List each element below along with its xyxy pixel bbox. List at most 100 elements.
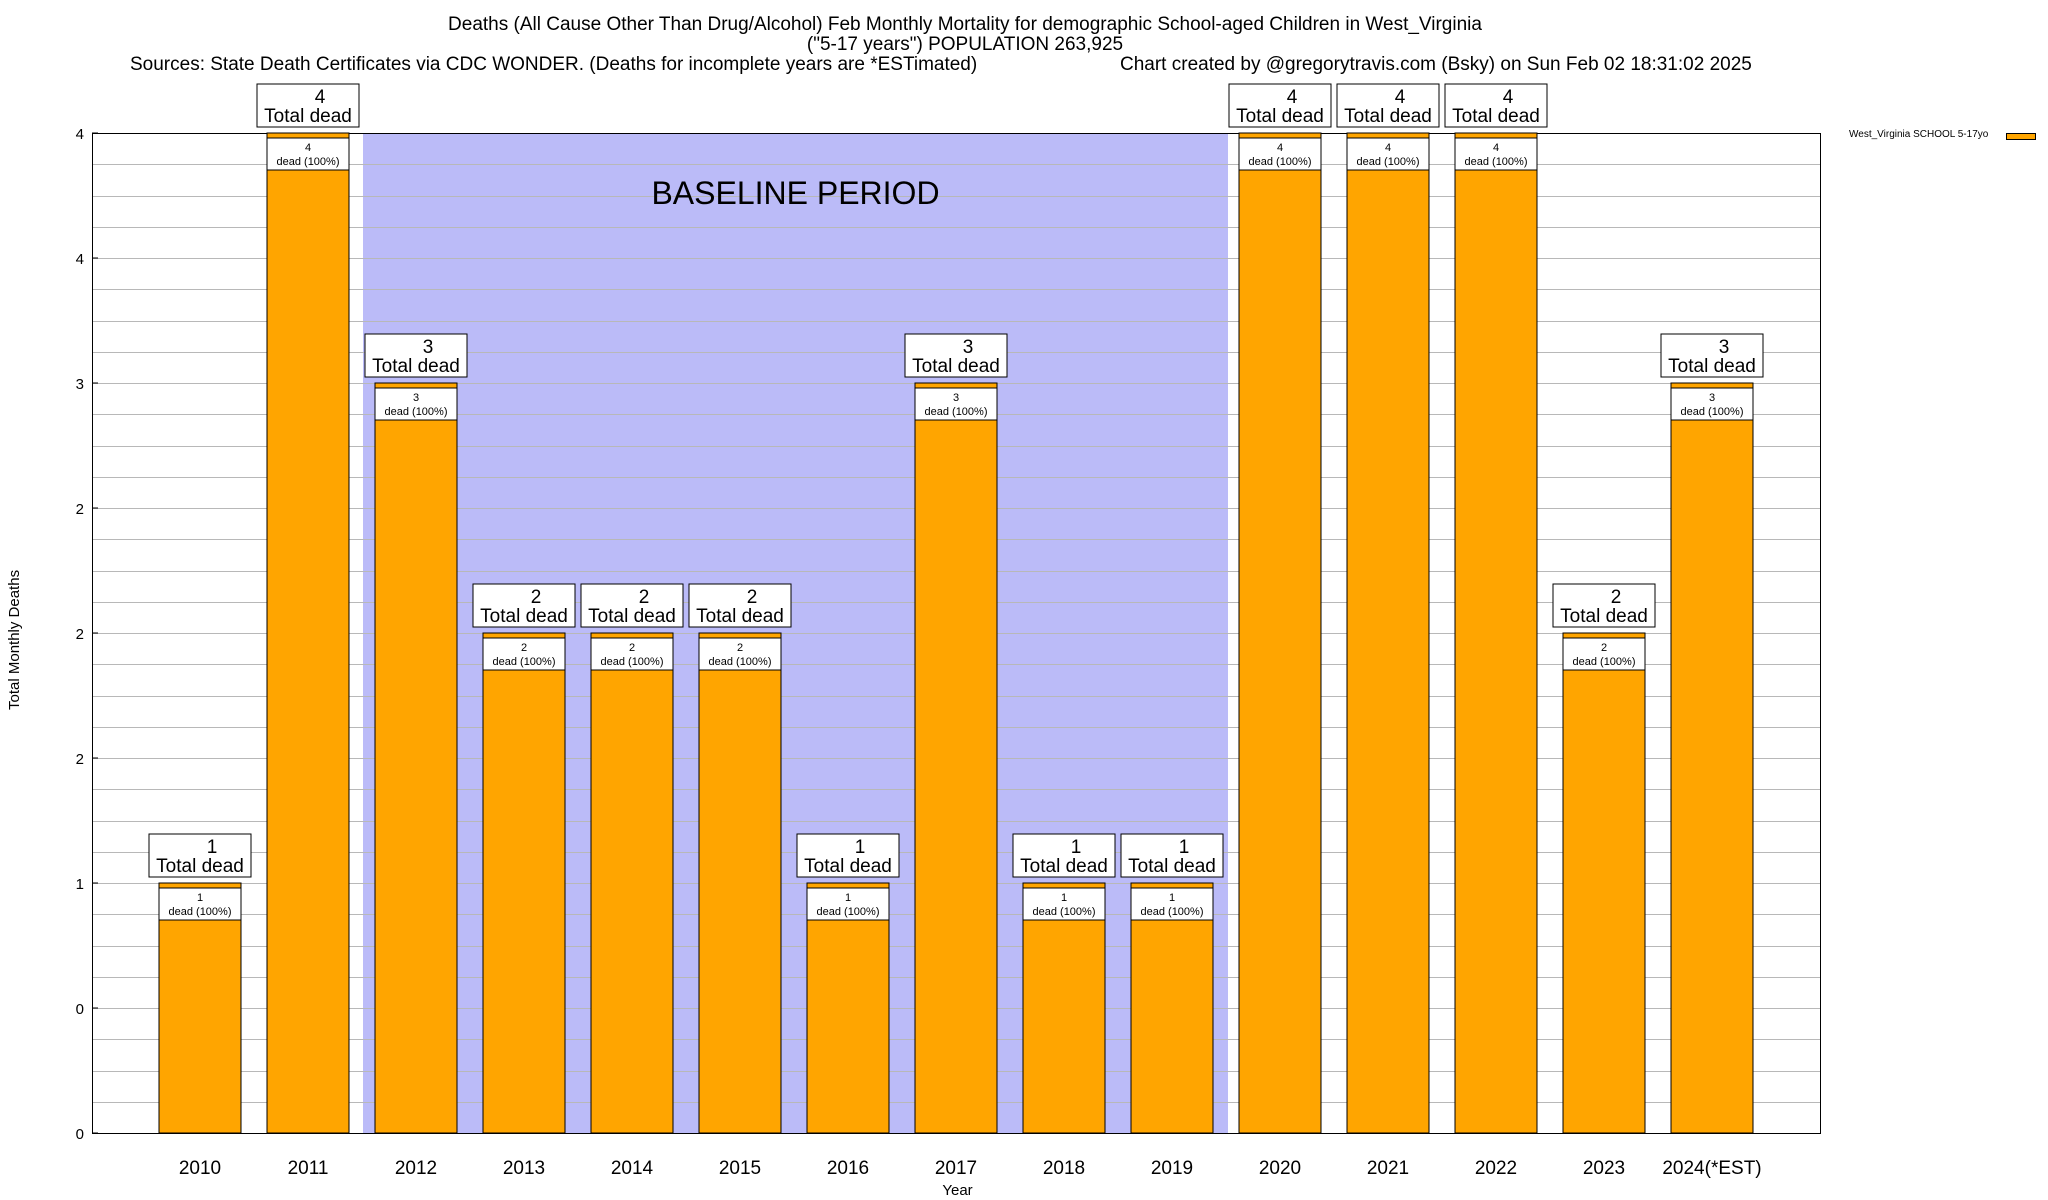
total-label-box [796,833,900,878]
total-label-box [1120,833,1224,878]
y-tick-label: 2 [76,501,84,518]
legend-label: West_Virginia SCHOOL 5-17yo [1849,129,1989,140]
total-label-box [1228,83,1332,128]
bar-inner-label-box [590,637,674,671]
bar [806,882,890,1134]
bar-inner-label-box [698,637,782,671]
total-label-text: Total dead [264,106,352,127]
total-label-box [1552,583,1656,628]
total-label-box [256,83,360,128]
x-tick-label: 2017 [935,1158,977,1179]
bar-inner-label-box [1130,887,1214,921]
bar-inner-label-box [266,137,350,171]
bar-inner-label: dead (100%) [277,156,340,168]
bar-inner-label: dead (100%) [601,656,664,668]
bar [590,632,674,1134]
total-label-count: 4 [315,87,326,108]
bar-inner-label: dead (100%) [1357,156,1420,168]
bar-inner-label-box [482,637,566,671]
chart-title: Deaths (All Cause Other Than Drug/Alcoho… [448,14,1482,35]
bar [698,632,782,1134]
x-tick-label: 2019 [1151,1158,1193,1179]
total-label-box [472,583,576,628]
total-label-count: 1 [1071,837,1082,858]
x-tick-label: 2010 [179,1158,221,1179]
total-label-text: Total dead [696,606,784,627]
bar-inner-label: dead (100%) [169,906,232,918]
total-label-box [904,333,1008,378]
bar-inner-label: dead (100%) [1465,156,1528,168]
total-label-count: 4 [1287,87,1298,108]
x-tick-label: 2023 [1583,1158,1625,1179]
total-label-box [1336,83,1440,128]
total-label-text: Total dead [1560,606,1648,627]
bar-inner-label: dead (100%) [385,406,448,418]
total-label-count: 1 [207,837,218,858]
x-tick-label: 2012 [395,1158,437,1179]
bar [374,382,458,1134]
y-tick-label: 0 [76,1126,84,1143]
bar-inner-count: 2 [1601,642,1607,654]
y-tick-label: 2 [76,626,84,643]
bar-inner-count: 2 [737,642,743,654]
bar-inner-count: 1 [1061,892,1067,904]
bar-inner-label-box [374,387,458,421]
total-label-box [1444,83,1548,128]
total-label-text: Total dead [1020,856,1108,877]
bar-inner-label-box [806,887,890,921]
bar-inner-count: 4 [305,142,311,154]
bar-inner-count: 3 [1709,392,1715,404]
bar [1670,382,1754,1134]
bar [266,132,350,1134]
bar-inner-label-box [914,387,998,421]
total-label-text: Total dead [1452,106,1540,127]
x-tick-label: 2011 [288,1158,329,1179]
x-tick-label: 2021 [1367,1158,1409,1179]
x-tick-label: 2015 [719,1158,761,1179]
total-label-box [148,833,252,878]
total-label-count: 4 [1395,87,1406,108]
total-label-count: 3 [1719,337,1730,358]
x-tick-label: 2020 [1259,1158,1301,1179]
bar-inner-label: dead (100%) [709,656,772,668]
x-tick-label: 2014 [611,1158,654,1179]
bar [1562,632,1646,1134]
bar-inner-count: 2 [629,642,635,654]
total-label-text: Total dead [480,606,568,627]
total-label-count: 4 [1503,87,1514,108]
bar-inner-label-box [1346,137,1430,171]
bar [1346,132,1430,1134]
bar-inner-label-box [1670,387,1754,421]
total-label-text: Total dead [156,856,244,877]
bar-inner-count: 3 [953,392,959,404]
y-tick-label: 1 [76,876,84,893]
bar-inner-label: dead (100%) [1249,156,1312,168]
total-label-count: 3 [423,337,434,358]
total-label-count: 1 [855,837,866,858]
total-label-count: 2 [747,587,758,608]
y-tick-label: 4 [76,126,84,143]
bar-inner-label: dead (100%) [1033,906,1096,918]
x-tick-label: 2016 [827,1158,869,1179]
y-tick-label: 2 [76,751,84,768]
total-label-text: Total dead [1236,106,1324,127]
bar-inner-label: dead (100%) [1573,656,1636,668]
bar-inner-label-box [1238,137,1322,171]
bar-inner-label-box [158,887,242,921]
bar-inner-count: 1 [845,892,851,904]
total-label-count: 1 [1179,837,1190,858]
total-label-text: Total dead [804,856,892,877]
y-tick-label: 0 [76,1001,84,1018]
x-tick-label: 2018 [1043,1158,1085,1179]
total-label-box [1660,333,1764,378]
bar-inner-count: 4 [1277,142,1283,154]
total-label-count: 3 [963,337,974,358]
baseline-label: BASELINE PERIOD [651,175,939,211]
x-tick-label: 2024(*EST) [1662,1158,1761,1179]
bar [1130,882,1214,1134]
y-tick-label: 3 [76,376,84,393]
total-label-text: Total dead [912,356,1000,377]
bar-inner-count: 4 [1493,142,1499,154]
total-label-text: Total dead [1128,856,1216,877]
chart-subtitle: ("5-17 years") POPULATION 263,925 [806,34,1124,55]
